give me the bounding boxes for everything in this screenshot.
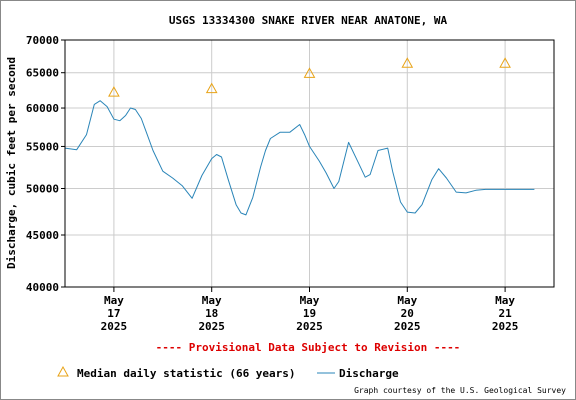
- y-tick-label: 45000: [26, 229, 59, 242]
- y-axis: 40000 45000 50000 55000 60000 65000 70000: [26, 34, 65, 294]
- legend-discharge-label: Discharge: [339, 367, 399, 380]
- x-tick-label: 2025: [394, 320, 421, 333]
- x-tick-label: 19: [303, 307, 316, 320]
- y-tick-label: 60000: [26, 102, 59, 115]
- discharge-series-line: [64, 100, 535, 216]
- x-tick-label: May: [202, 294, 222, 307]
- provisional-notice: ---- Provisional Data Subject to Revisio…: [156, 341, 461, 354]
- x-tick-label: 2025: [296, 320, 323, 333]
- x-tick-label: May: [495, 294, 515, 307]
- y-tick-label: 55000: [26, 140, 59, 153]
- x-tick-label: 17: [107, 307, 120, 320]
- y-axis-label: Discharge, cubic feet per second: [5, 57, 18, 269]
- y-tick-label: 65000: [26, 67, 59, 80]
- series-layer: [64, 57, 535, 216]
- x-tick-label: 21: [498, 307, 512, 320]
- median-point: [499, 57, 511, 68]
- legend: Median daily statistic (66 years) Discha…: [57, 365, 399, 380]
- x-tick-label: 2025: [101, 320, 128, 333]
- median-point: [205, 82, 218, 94]
- x-tick-label: 2025: [492, 320, 519, 333]
- y-tick-label: 70000: [26, 34, 59, 47]
- x-tick-label: May: [300, 294, 320, 307]
- x-axis: May172025May182025May192025May202025May2…: [101, 287, 519, 333]
- credit-text: Graph courtesy of the U.S. Geological Su…: [354, 386, 566, 395]
- legend-median-marker: [57, 365, 69, 377]
- chart-title: USGS 13334300 SNAKE RIVER NEAR ANATONE, …: [169, 14, 448, 27]
- median-point: [401, 57, 414, 68]
- median-point: [303, 67, 316, 78]
- x-tick-label: 20: [401, 307, 414, 320]
- y-tick-label: 50000: [26, 183, 59, 196]
- legend-median-label: Median daily statistic (66 years): [77, 367, 296, 380]
- x-tick-label: May: [397, 294, 417, 307]
- y-tick-label: 40000: [26, 281, 59, 294]
- x-tick-label: 18: [205, 307, 218, 320]
- x-tick-label: 2025: [198, 320, 225, 333]
- x-tick-label: May: [104, 294, 124, 307]
- median-point: [108, 86, 120, 97]
